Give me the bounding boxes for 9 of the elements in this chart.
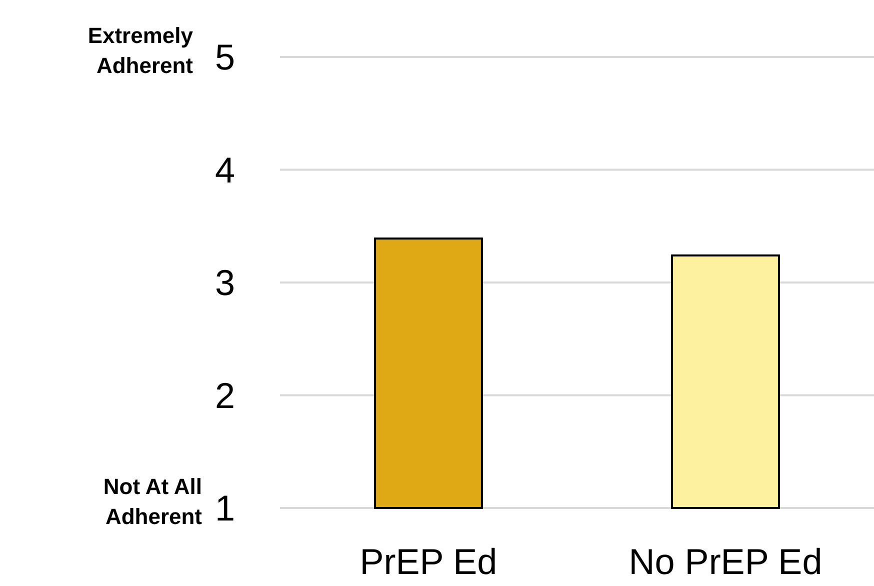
y-tick-label: 4 (214, 149, 235, 190)
text: Extremely Adherent (88, 23, 194, 78)
y-tick-label: 5 (214, 36, 235, 78)
x-tick-label: PrEP Ed (360, 541, 498, 582)
y-tick-label: 2 (214, 374, 235, 416)
y-tick-label: 3 (214, 262, 235, 304)
x-tick-label: No PrEP Ed (628, 541, 822, 582)
text: Not At All Adherent (103, 474, 203, 529)
y-tick-label: 1 (214, 488, 235, 529)
